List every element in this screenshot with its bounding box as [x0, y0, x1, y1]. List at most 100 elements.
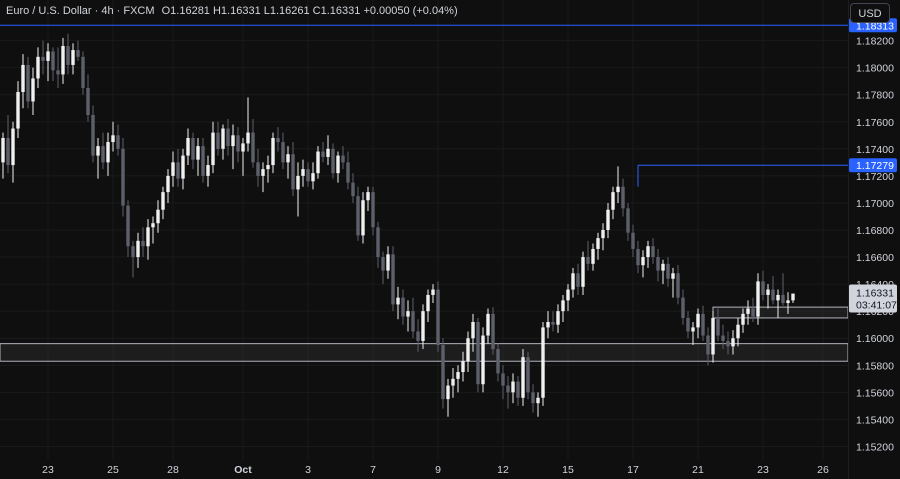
candle-body	[741, 313, 745, 325]
candle-body	[186, 138, 190, 156]
candle-body	[561, 300, 565, 312]
price-axis[interactable]: 1.18200 1.18000 1.17800 1.17600 1.17400 1.172…	[856, 36, 894, 454]
candle-body	[711, 317, 715, 355]
countdown-text: 03:41:07	[856, 299, 897, 311]
horizontal-levels	[0, 24, 848, 187]
candle-body	[666, 263, 670, 279]
candle-body	[141, 240, 145, 247]
x-tick-label: 12	[497, 464, 509, 476]
candle-body	[726, 340, 730, 347]
candle-body	[691, 327, 695, 332]
candle-body	[681, 297, 685, 318]
x-tick-label: 28	[167, 464, 179, 476]
candle-body	[156, 209, 160, 224]
candle-body	[481, 335, 485, 385]
candle-body	[616, 186, 620, 193]
y-tick-label: 1.17600	[856, 117, 894, 129]
candle-body	[611, 192, 615, 210]
candle-body	[366, 192, 370, 201]
candle-body	[556, 311, 560, 325]
candle-body	[56, 70, 60, 75]
x-tick-label: 17	[627, 464, 639, 476]
candle-body	[286, 154, 290, 163]
candle-body	[296, 175, 300, 190]
candle-body	[621, 186, 625, 209]
candle-body	[606, 209, 610, 230]
candle-body	[231, 135, 235, 147]
candle-body	[241, 143, 245, 152]
candle-body	[411, 311, 415, 332]
candle-body	[471, 322, 475, 339]
candle-body	[436, 289, 440, 345]
candle-body	[36, 56, 40, 79]
candle-body	[106, 142, 110, 163]
x-tick-label: 23	[42, 464, 54, 476]
y-tick-label: 1.15600	[856, 387, 894, 399]
candle-body	[676, 273, 680, 298]
candle-body	[46, 51, 50, 61]
candle-body	[161, 192, 165, 210]
candle-body	[271, 138, 275, 166]
candle-body	[686, 317, 690, 332]
candle-body	[416, 331, 420, 341]
candle-body	[576, 273, 580, 287]
candle-body	[31, 78, 35, 102]
candle-body	[591, 248, 595, 264]
y-tick-label: 1.17400	[856, 144, 894, 156]
candle-body	[171, 162, 175, 176]
candle-body	[116, 135, 120, 149]
candle-body	[111, 135, 115, 143]
candle-body	[771, 289, 775, 301]
x-tick-label: 15	[562, 464, 574, 476]
candle-body	[211, 132, 215, 166]
candle-body	[81, 56, 85, 88]
candle-body	[96, 146, 100, 156]
candle-body	[386, 254, 390, 271]
candle-body	[236, 135, 240, 152]
candle-body	[396, 297, 400, 305]
candle-body	[61, 46, 65, 75]
candle-body	[736, 324, 740, 339]
candle-body	[721, 335, 725, 341]
candle-body	[136, 240, 140, 258]
candle-body	[731, 338, 735, 347]
candle-body	[701, 313, 705, 336]
candle-body	[446, 385, 450, 400]
candle-body	[581, 257, 585, 287]
currency-button[interactable]: USD	[850, 3, 890, 23]
y-tick-label: 1.15200	[856, 441, 894, 453]
candle-body	[256, 162, 260, 176]
chart-grid	[0, 0, 848, 460]
candle-body	[661, 263, 665, 271]
candle-body	[626, 208, 630, 233]
y-tick-label: 1.16800	[856, 225, 894, 237]
candle-body	[516, 381, 520, 398]
candle-body	[596, 238, 600, 249]
candle-body	[601, 230, 605, 239]
candle-body	[66, 46, 70, 65]
candle-body	[391, 254, 395, 305]
symbol-title[interactable]: Euro / U.S. Dollar · 4h · FXCM	[6, 5, 155, 17]
x-tick-label: 26	[817, 464, 829, 476]
candle-body	[541, 327, 545, 398]
candle-body	[206, 165, 210, 176]
y-tick-label: 1.15400	[856, 414, 894, 426]
candle-body	[586, 257, 590, 264]
ohlc-readout: O1.16281 H1.16331 L1.16261 C1.16331 +0.0…	[161, 5, 458, 17]
time-axis[interactable]: 23 25 28 Oct 3 7 9 12 15 17 21 23 26	[42, 464, 829, 476]
candle-body	[716, 317, 720, 336]
y-tick-label: 1.18000	[856, 63, 894, 75]
candle-body	[356, 196, 360, 236]
candle-body	[101, 146, 105, 163]
candle-body	[376, 227, 380, 258]
candle-body	[466, 338, 470, 362]
candle-body	[461, 361, 465, 373]
candle-body	[656, 257, 660, 271]
candle-body	[251, 132, 255, 163]
candle-body	[191, 138, 195, 160]
candle-body	[756, 281, 760, 317]
candle-body	[641, 257, 645, 266]
candle-body	[746, 308, 750, 314]
candle-body	[201, 146, 205, 176]
